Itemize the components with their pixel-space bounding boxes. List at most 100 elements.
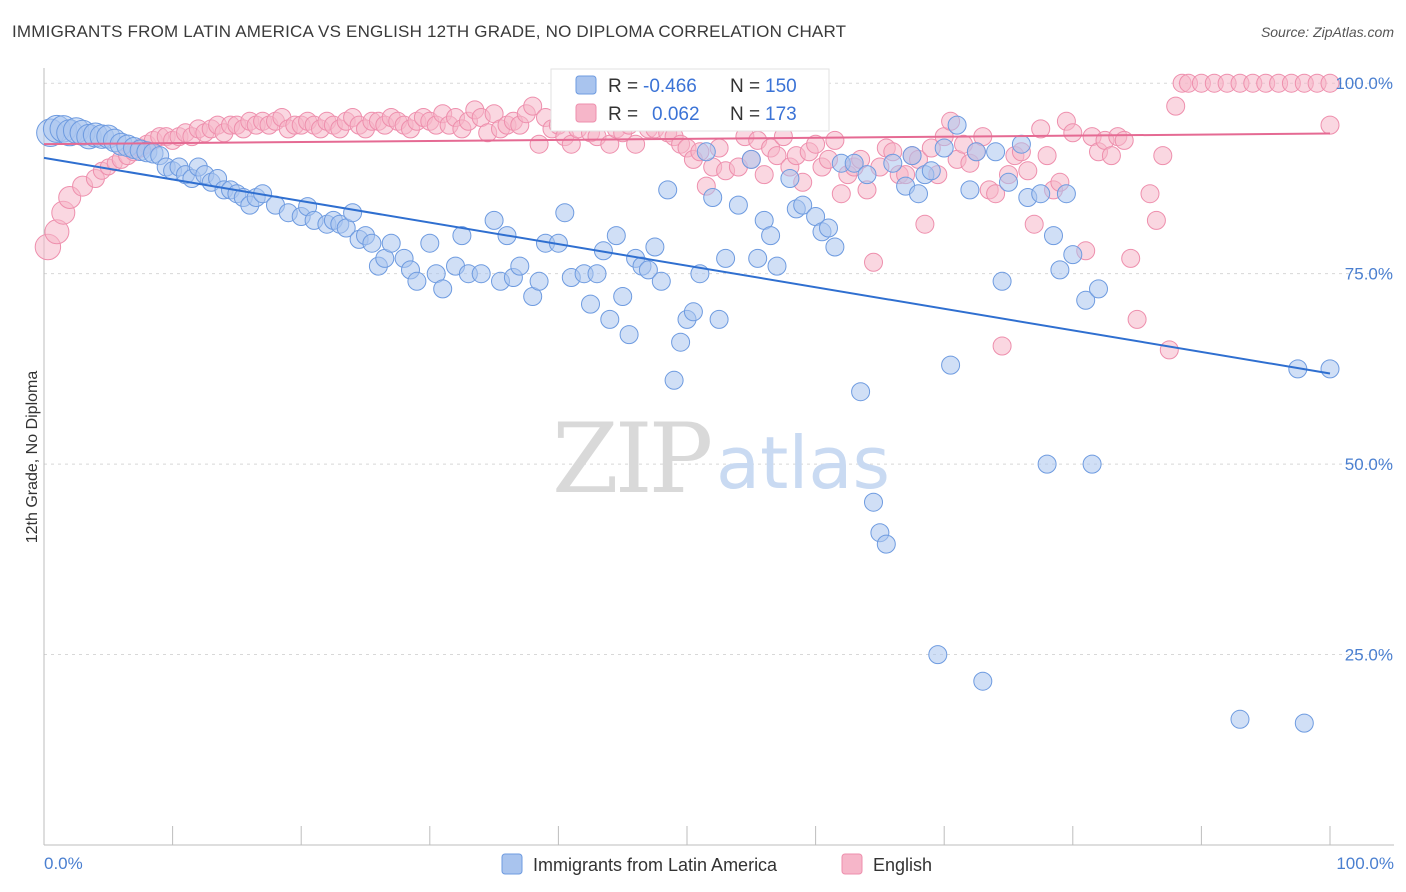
latin-america-point — [941, 355, 961, 375]
latin-america-point — [902, 146, 922, 166]
english-point — [1146, 210, 1166, 230]
latin-america-point — [510, 256, 530, 276]
latin-america-point — [819, 218, 838, 238]
latin-america-point — [1230, 709, 1250, 729]
y-tick-label-75: 75.0% — [1345, 265, 1393, 284]
x-tick-label-max: 100.0% — [1336, 854, 1394, 873]
english-point — [1121, 248, 1141, 268]
y-tick-label-50: 50.0% — [1345, 455, 1393, 474]
latin-america-point — [613, 287, 633, 306]
latin-america-point — [966, 142, 986, 162]
latin-america-point — [600, 309, 620, 329]
english-point — [754, 165, 774, 185]
latin-america-point — [343, 203, 363, 223]
latin-america-point — [1089, 279, 1108, 299]
latin-america-point — [934, 138, 954, 158]
stats-swatch-blue — [575, 75, 597, 95]
stats-box: R = -0.466 N = 150 R = 0.062 N = 173 — [550, 68, 830, 132]
latin-america-point — [928, 645, 948, 665]
latin-america-point — [825, 237, 845, 257]
watermark-zip: ZIP — [552, 403, 711, 515]
latin-america-point — [1044, 226, 1063, 246]
y-tick-label-100: 100.0% — [1335, 74, 1393, 93]
watermark-atlas: atlas — [716, 421, 890, 505]
stats-n-value-blue: 150 — [765, 76, 797, 97]
latin-america-point — [793, 195, 813, 215]
latin-america-point — [992, 271, 1012, 291]
legend: Immigrants from Latin America English — [501, 853, 932, 875]
latin-america-point — [664, 370, 684, 390]
latin-america-point — [581, 294, 600, 314]
x-tick-label-min: 0.0% — [44, 854, 83, 873]
latin-america-point — [973, 671, 993, 691]
latin-america-point — [1294, 713, 1314, 733]
english-point — [1018, 161, 1038, 181]
source-label: Source: ZipAtlas.com — [1260, 24, 1394, 40]
english-point — [1024, 214, 1044, 234]
legend-swatch-english — [841, 853, 863, 875]
latin-america-point — [651, 271, 671, 291]
latin-america-point — [986, 142, 1006, 162]
latin-america-point — [683, 302, 703, 322]
latin-america-point — [844, 153, 864, 173]
latin-america-point — [999, 172, 1018, 192]
chart-title: IMMIGRANTS FROM LATIN AMERICA VS ENGLISH… — [12, 22, 847, 41]
latin-america-point — [1011, 134, 1031, 154]
latin-america-point — [606, 226, 626, 246]
english-point — [1127, 309, 1147, 329]
english-point — [1320, 73, 1340, 93]
latin-america-point — [921, 161, 941, 181]
latin-america-trend-line — [43, 156, 1331, 375]
english-point — [992, 336, 1012, 356]
english-point — [626, 134, 646, 154]
legend-swatch-latin-america — [501, 853, 523, 875]
latin-america-point — [671, 332, 691, 352]
latin-america-point — [909, 184, 928, 204]
english-point — [986, 184, 1006, 204]
english-point — [1159, 340, 1179, 360]
english-point — [1114, 130, 1134, 150]
latin-america-point — [703, 188, 723, 207]
y-tick-label-25: 25.0% — [1345, 646, 1393, 665]
legend-label-latin-america: Immigrants from Latin America — [533, 855, 778, 875]
latin-america-point — [767, 256, 787, 276]
stats-r-label-pink: R = — [608, 104, 638, 125]
latin-america-point — [471, 264, 491, 284]
english-point — [1166, 96, 1186, 116]
latin-america-point — [420, 233, 440, 253]
english-point — [1037, 146, 1057, 166]
latin-america-point — [1082, 454, 1102, 474]
latin-america-point — [587, 264, 607, 284]
latin-america-point — [876, 534, 896, 554]
latin-america-point — [452, 226, 472, 246]
latin-america-point — [716, 248, 736, 268]
english-point — [523, 96, 543, 116]
latin-america-points — [36, 114, 1340, 733]
latin-america-point — [728, 195, 748, 215]
stats-r-value-pink: 0.062 — [652, 104, 700, 125]
english-point — [825, 130, 845, 150]
latin-america-point — [960, 180, 980, 200]
english-point — [1153, 146, 1173, 166]
english-point — [915, 214, 935, 234]
latin-america-point — [1050, 260, 1070, 280]
english-point — [831, 184, 851, 204]
stats-n-value-pink: 173 — [765, 104, 797, 125]
stats-r-label-blue: R = — [608, 76, 638, 97]
latin-america-point — [433, 279, 453, 299]
latin-america-point — [780, 169, 800, 188]
latin-america-point — [645, 237, 665, 257]
latin-america-point — [696, 142, 716, 162]
latin-america-point — [947, 115, 967, 135]
latin-america-point — [638, 260, 658, 280]
english-point — [806, 134, 826, 154]
english-point — [1101, 146, 1121, 166]
legend-label-english: English — [873, 855, 932, 875]
english-point — [1320, 115, 1340, 135]
latin-america-point — [857, 165, 877, 185]
latin-america-point — [529, 271, 549, 291]
stats-n-label-pink: N = — [730, 104, 760, 125]
latin-america-point — [864, 492, 883, 512]
latin-america-point — [1031, 184, 1051, 204]
